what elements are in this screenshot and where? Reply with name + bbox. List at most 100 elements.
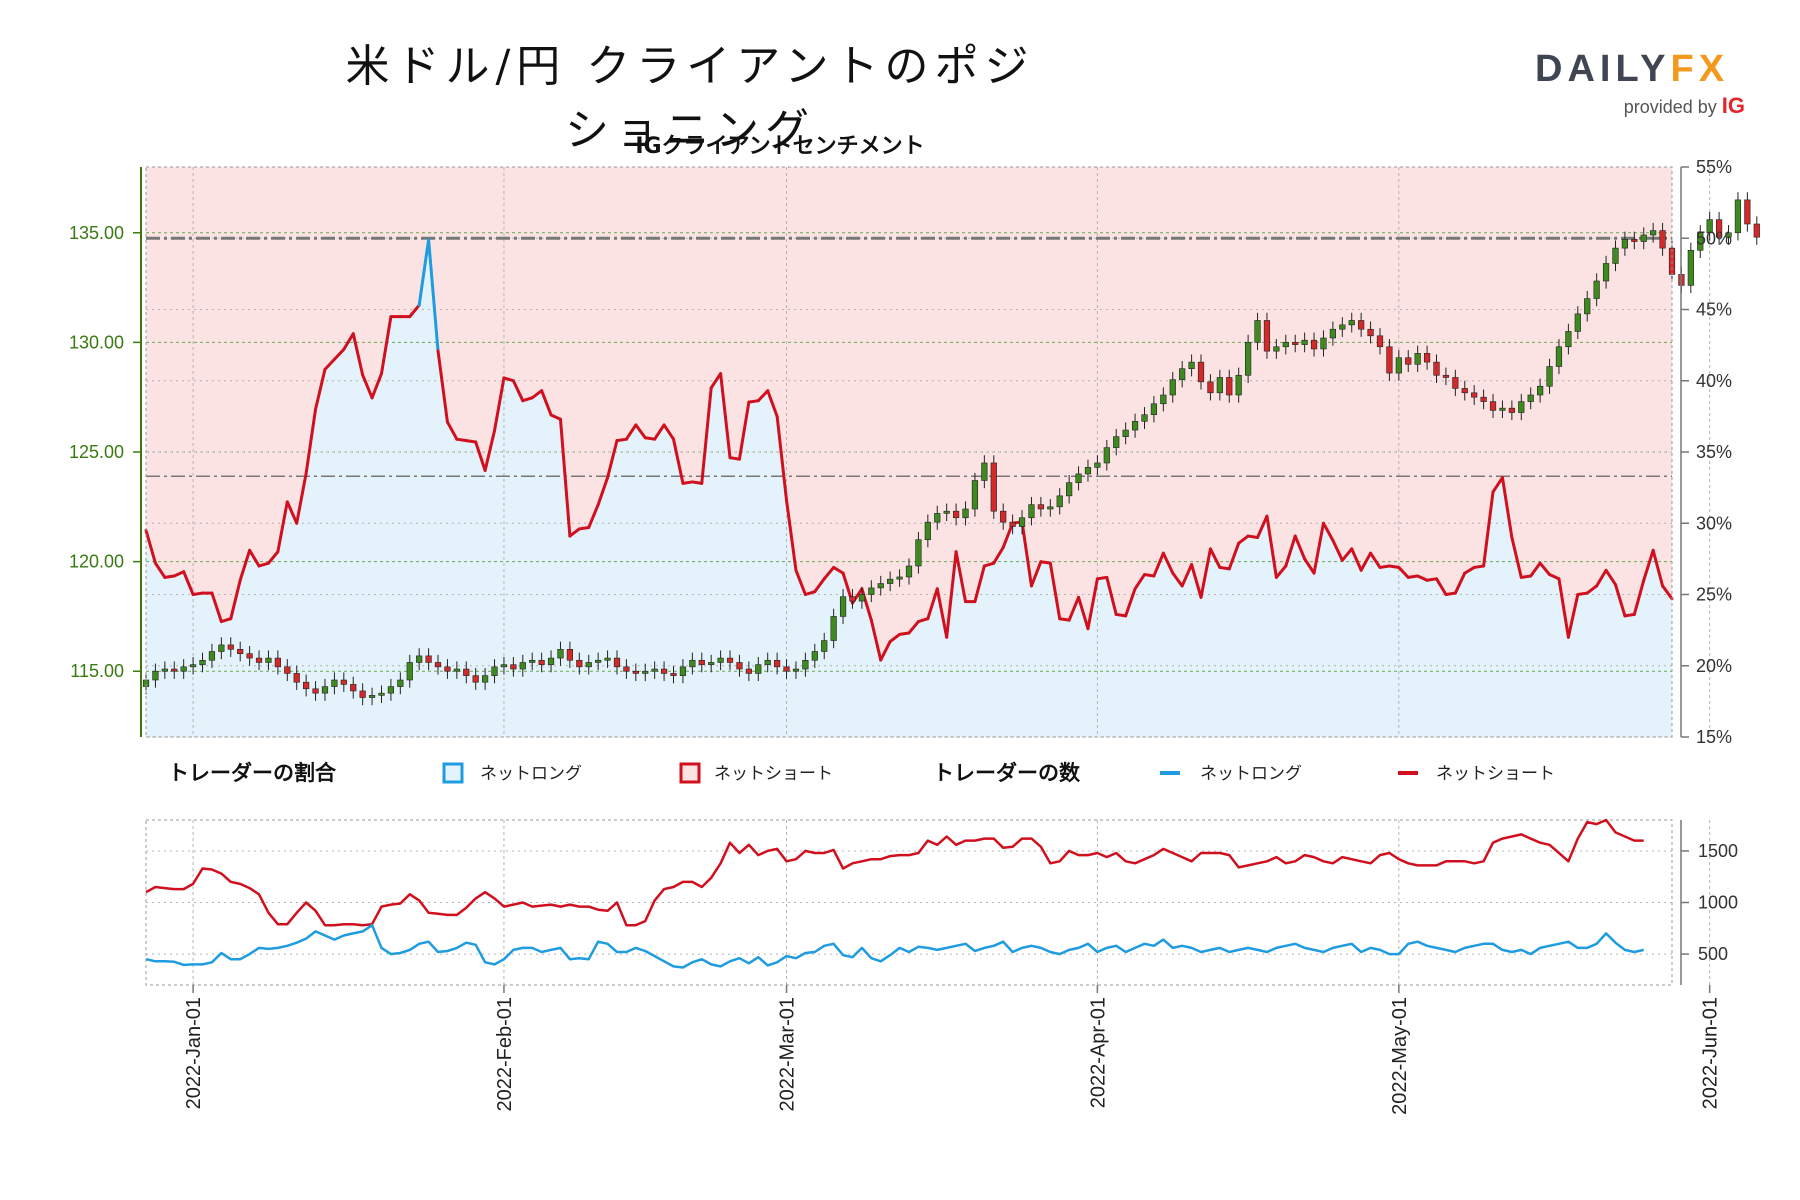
candle-up [152, 670, 159, 681]
sentiment-line-segment [803, 590, 817, 596]
sentiment-line-segment [408, 303, 421, 319]
candle-down [1461, 388, 1468, 394]
sentiment-line-segment [860, 587, 873, 622]
sentiment-line-segment [1256, 514, 1269, 539]
sentiment-line-segment [973, 564, 986, 604]
candle-up [1103, 447, 1110, 464]
legend-net-long-count-label: ネットロング [1200, 764, 1302, 784]
candle-up [887, 578, 894, 584]
sentiment-line-segment [483, 429, 497, 473]
candle-down [849, 596, 856, 602]
candle-down [1367, 328, 1374, 337]
candle-up [1188, 361, 1195, 369]
logo-provided: provided by [1623, 97, 1717, 117]
sentiment-line-segment [1190, 563, 1203, 599]
candle-up [651, 668, 658, 672]
sentiment-line-segment [568, 527, 581, 538]
sentiment-line-segment [540, 389, 553, 417]
sentiment-line-segment [1077, 595, 1090, 631]
candle-down [1631, 239, 1638, 242]
candle-down [1753, 223, 1760, 238]
candle-up [1160, 394, 1167, 405]
sentiment-line-segment [1425, 577, 1439, 582]
candle-down [1197, 361, 1205, 383]
candle-down [425, 655, 432, 663]
sentiment-line-segment [1623, 612, 1636, 618]
sentiment-line-segment [1369, 551, 1382, 569]
left-axis-label: 135.00 [69, 223, 124, 243]
candle-up [1254, 320, 1261, 343]
candle-up [1028, 504, 1035, 519]
candle-up [482, 675, 489, 683]
candle-up [1320, 337, 1327, 350]
candle-up [971, 480, 979, 510]
sentiment-line-segment [1519, 574, 1533, 579]
candle-down [698, 659, 705, 665]
candle-up [830, 616, 837, 641]
candle-up [1725, 232, 1732, 238]
candle-up [1235, 374, 1242, 396]
right-axis-label: 45% [1696, 300, 1732, 320]
sentiment-line-segment [1161, 551, 1175, 575]
x-axis-label: 2022-Jun-01 [1700, 997, 1722, 1109]
sentiment-line-segment [144, 528, 157, 565]
candle-down [1358, 320, 1365, 330]
sentiment-line-segment [1651, 548, 1665, 588]
legend: トレーダーの割合 ネットロング ネットショート トレーダーの数 ネットロング ネ… [168, 761, 1555, 785]
sentiment-line-segment [1604, 568, 1617, 587]
sentiment-line-segment [1029, 560, 1043, 588]
candle-down [745, 668, 752, 674]
sentiment-line-segment [624, 423, 638, 441]
candle-down [623, 666, 630, 672]
sentiment-line-segment [954, 550, 968, 604]
candle-up [1621, 239, 1629, 249]
chart-title: 米ドル/円 クライアントのポジショニング [345, 41, 1035, 156]
sentiment-line-segment [1114, 612, 1128, 618]
candle-up [1216, 377, 1223, 394]
candle-down [726, 657, 734, 663]
candle-up [764, 659, 771, 665]
candle-up [1546, 366, 1553, 387]
legend-net-long-ratio-label: ネットロング [480, 764, 582, 784]
sentiment-line-segment [1491, 476, 1504, 494]
legend-count-title: トレーダーの数 [933, 761, 1081, 785]
candle-down [613, 657, 621, 668]
candle-up [585, 662, 592, 668]
left-axis-label: 125.00 [69, 442, 124, 462]
candle-up [811, 651, 818, 661]
candle-down [350, 684, 357, 692]
candle-up [189, 664, 197, 668]
candle-down [1000, 510, 1007, 523]
candle-up [1640, 234, 1647, 242]
sentiment-line-segment [992, 545, 1005, 565]
candle-up [519, 662, 526, 670]
candle-down [1715, 219, 1723, 238]
candle-up [1687, 250, 1694, 286]
candle-down [1226, 377, 1233, 396]
sentiment-line-segment [1529, 561, 1542, 578]
sentiment-line-segment [1453, 571, 1467, 595]
sentiment-line-segment [464, 439, 478, 444]
price-sentiment-panel: 115.00 120.00 125.00 130.00 135.00 15% 20% 25% 3… [69, 157, 1760, 747]
candle-down [1471, 392, 1478, 398]
right-axis-label: 55% [1696, 157, 1732, 177]
sentiment-line-segment [577, 526, 591, 531]
sentiment-line-segment [1227, 541, 1241, 571]
sentiment-line-segment [879, 640, 892, 662]
candle-down [1744, 199, 1751, 225]
sentiment-line-segment [219, 617, 233, 624]
sentiment-line-segment [1340, 547, 1354, 562]
candle-up [604, 657, 611, 661]
candle-up [858, 594, 866, 602]
candle-down [1009, 521, 1016, 527]
legend-net-short-count-label: ネットショート [1436, 764, 1555, 784]
candle-up [1414, 353, 1421, 365]
sentiment-line-segment [530, 389, 544, 400]
sentiment-line-segment [1350, 547, 1363, 572]
x-axis-label: 2022-Jan-01 [183, 997, 205, 1109]
candle-up [1395, 357, 1402, 374]
sentiment-line-segment [898, 631, 911, 636]
sentiment-line-segment [1378, 564, 1391, 569]
candle-down [990, 462, 997, 512]
candle-up [491, 666, 498, 676]
